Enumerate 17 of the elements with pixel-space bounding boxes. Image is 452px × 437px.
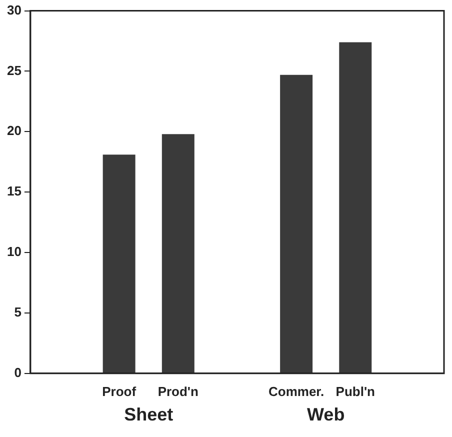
y-tick-label: 0 (14, 364, 22, 380)
text: Sheet (124, 404, 174, 424)
y-tick-label: 10 (6, 244, 22, 260)
text: Web (307, 404, 345, 424)
bar (280, 74, 313, 373)
x-tick-label: Commer. (268, 384, 324, 399)
x-tick-label: Publ'n (336, 384, 376, 399)
bar (102, 154, 136, 373)
y-tick-label: 20 (6, 123, 22, 138)
y-tick-label: 5 (14, 304, 22, 320)
bar (339, 42, 372, 373)
y-tick-label: 25 (6, 62, 22, 78)
x-tick-label: Proof (102, 384, 137, 399)
y-tick-label: 15 (6, 184, 22, 199)
bar (162, 134, 194, 373)
x-tick-label: Prod'n (158, 384, 199, 399)
y-tick-label: 30 (6, 2, 22, 18)
